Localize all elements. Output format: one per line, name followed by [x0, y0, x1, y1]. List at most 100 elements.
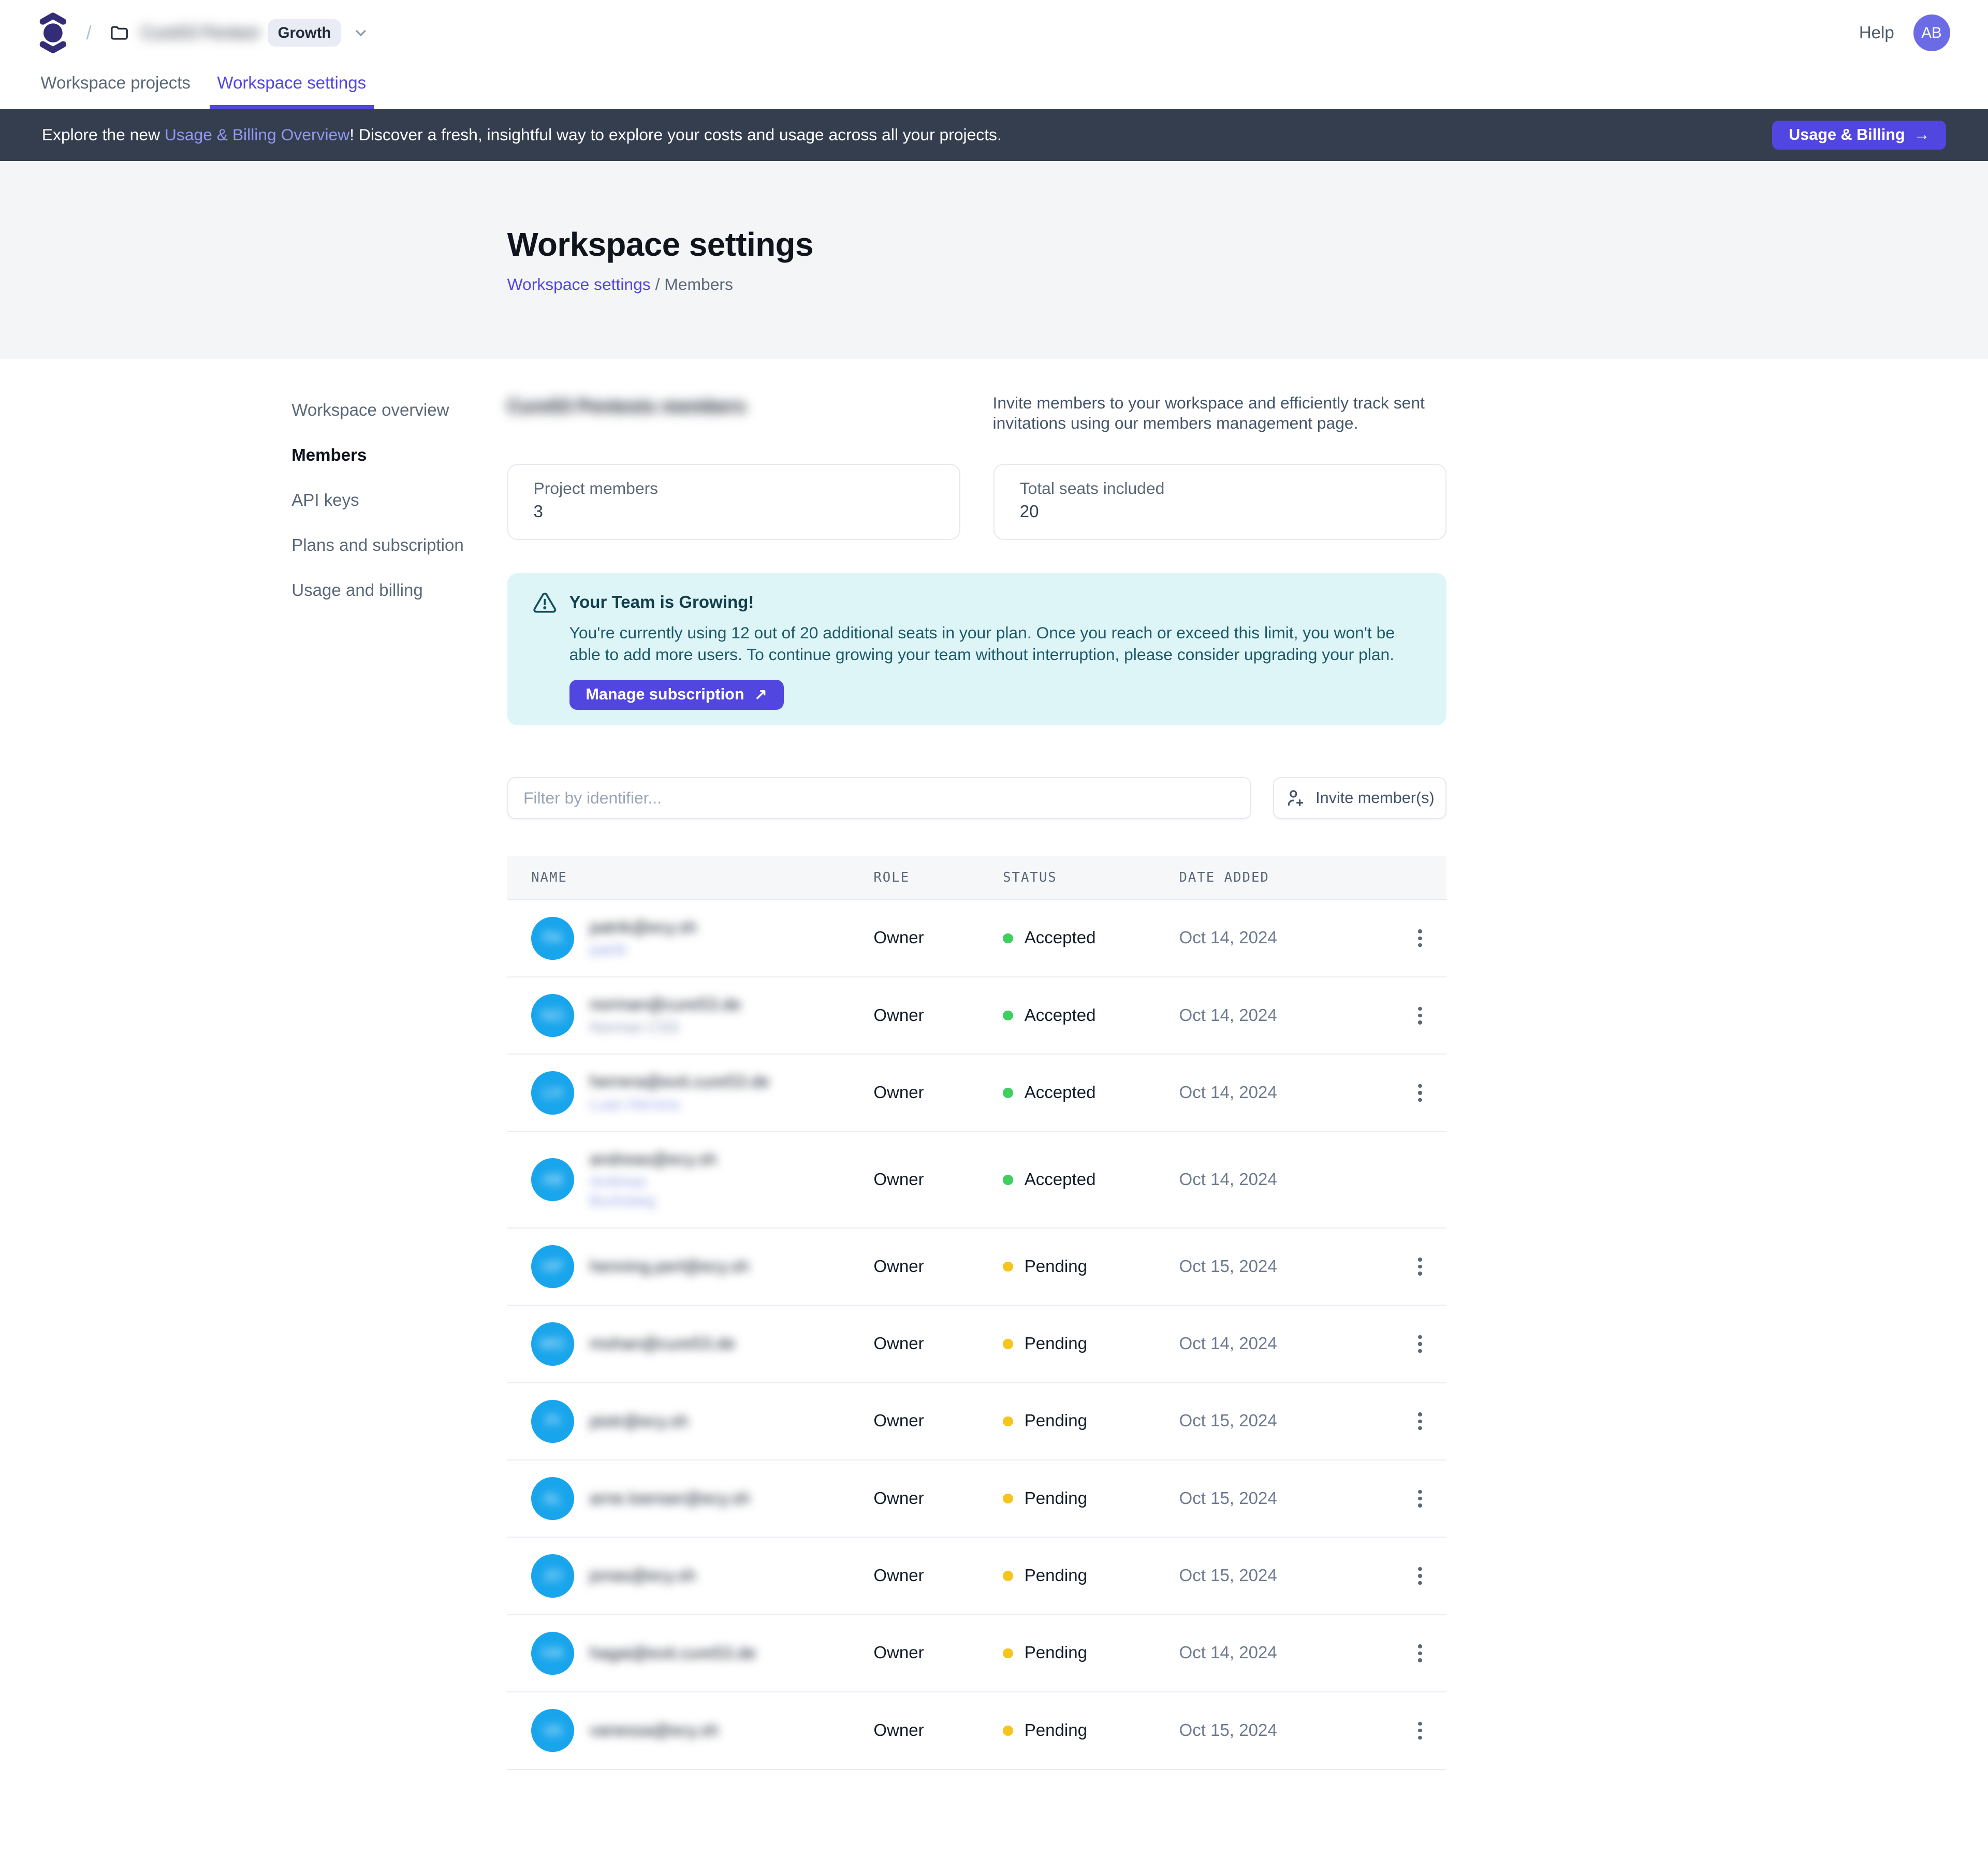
sidebar-item-members[interactable]: Members	[291, 445, 367, 465]
member-status: Pending	[1003, 1566, 1179, 1586]
member-avatar: VA	[531, 1709, 575, 1752]
usage-billing-overview-link[interactable]: Usage & Billing Overview	[164, 125, 350, 144]
tab-workspace-projects[interactable]: Workspace projects	[40, 74, 191, 93]
row-menu-button[interactable]	[1404, 1714, 1437, 1747]
member-name-cell: LH herrera@exit.cure53.de Luan Herrera	[507, 1071, 874, 1115]
col-header-role: ROLE	[873, 869, 910, 885]
avatar-initials: MO	[540, 1335, 565, 1352]
breadcrumb-current: Members	[664, 274, 733, 294]
member-avatar: AB	[531, 1158, 575, 1202]
row-menu-cell	[1404, 999, 1446, 1032]
member-avatar: AL	[531, 1477, 575, 1521]
table-row: NO norman@cure53.de Norman CSS Owner Acc…	[507, 977, 1447, 1055]
member-email: patrik@ecy.sh	[589, 917, 697, 937]
table-row: AB andreas@ecy.sh Andreas Buckstieg Owner…	[507, 1132, 1447, 1229]
member-role: Owner	[873, 928, 924, 948]
status-dot-icon	[1003, 1261, 1013, 1272]
status-label: Pending	[1024, 1411, 1087, 1431]
plan-badge: Growth	[268, 19, 342, 47]
workspace-name[interactable]: Cure53 Pentests	[141, 23, 258, 42]
row-menu-button[interactable]	[1404, 1559, 1437, 1593]
content: Workspace overview Members API keys Plans a…	[0, 359, 1988, 1870]
member-name-cell: AL arne.loenser@ecy.sh	[507, 1477, 874, 1521]
status-label: Accepted	[1024, 1170, 1096, 1189]
table-row: HP henning.perl@ecy.sh Owner Pending Oct…	[507, 1229, 1447, 1306]
settings-sidebar: Workspace overview Members API keys Plans a…	[291, 393, 481, 619]
member-status: Pending	[1003, 1411, 1179, 1431]
manage-subscription-button[interactable]: Manage subscription ↗	[569, 679, 784, 710]
chevron-down-icon[interactable]	[353, 25, 369, 41]
alert-body: You're currently using 12 out of 20 addi…	[569, 623, 1395, 664]
table-row: VA vanessa@ecy.sh Owner Pending Oct 15, …	[507, 1692, 1447, 1770]
row-menu-button[interactable]	[1404, 922, 1437, 955]
status-label: Accepted	[1024, 1005, 1096, 1025]
member-email: andreas@ecy.sh	[589, 1149, 717, 1169]
row-menu-cell	[1404, 1482, 1446, 1515]
member-status: Pending	[1003, 1489, 1179, 1509]
alert-title: Your Team is Growing!	[569, 593, 754, 612]
row-menu-button[interactable]	[1404, 999, 1437, 1032]
row-menu-button[interactable]	[1404, 1250, 1437, 1283]
invite-members-button[interactable]: Invite member(s)	[1273, 777, 1447, 819]
status-dot-icon	[1003, 1416, 1013, 1427]
help-link[interactable]: Help	[1859, 23, 1894, 42]
person-plus-icon	[1288, 790, 1304, 807]
col-header-name: NAME	[531, 869, 567, 885]
avatar-initials: AL	[543, 1489, 562, 1507]
table-row: HA hagai@exit.cure53.de Owner Pending Oc…	[507, 1615, 1447, 1693]
member-name-cell: JO jonas@ecy.sh	[507, 1554, 874, 1598]
member-identity: andreas@ecy.sh Andreas Buckstieg	[590, 1149, 717, 1211]
member-role: Owner	[873, 1488, 924, 1508]
avatar-initials: PA	[543, 929, 563, 947]
tab-workspace-settings[interactable]: Workspace settings	[209, 66, 375, 109]
member-avatar: LH	[531, 1071, 575, 1115]
breadcrumb-link-workspace-settings[interactable]: Workspace settings	[507, 274, 651, 294]
member-email: piotr@ecy.sh	[589, 1411, 689, 1431]
sidebar-item-workspace-overview[interactable]: Workspace overview	[291, 400, 449, 420]
avatar-initials: AB	[543, 1171, 563, 1188]
row-menu-button[interactable]	[1404, 1405, 1437, 1438]
member-identity: herrera@exit.cure53.de Luan Herrera	[590, 1071, 770, 1114]
topbar-right: Help AB	[1859, 14, 1950, 52]
member-status: Pending	[1003, 1643, 1179, 1663]
status-dot-icon	[1003, 1175, 1013, 1185]
row-menu-button[interactable]	[1404, 1482, 1437, 1515]
member-identity: piotr@ecy.sh	[590, 1411, 689, 1433]
app-logo-icon[interactable]	[38, 11, 68, 54]
member-date-added: Oct 15, 2024	[1179, 1566, 1277, 1586]
sidebar-item-api-keys[interactable]: API keys	[291, 490, 359, 510]
member-name-cell: AB andreas@ecy.sh Andreas Buckstieg	[507, 1149, 874, 1211]
member-status: Accepted	[1003, 928, 1179, 948]
sidebar-item-usage-and-billing[interactable]: Usage and billing	[291, 580, 423, 600]
member-date-added: Oct 14, 2024	[1179, 1005, 1277, 1025]
row-menu-button[interactable]	[1404, 1327, 1437, 1361]
member-date-added: Oct 14, 2024	[1179, 1334, 1277, 1353]
usage-billing-button[interactable]: Usage & Billing →	[1772, 120, 1947, 150]
member-identity: hagai@exit.cure53.de	[590, 1643, 756, 1664]
arrow-right-icon: →	[1913, 126, 1930, 144]
member-name-cell: NO norman@cure53.de Norman CSS	[507, 994, 874, 1038]
top-bar: / Cure53 Pentests Growth Help AB	[0, 0, 1988, 66]
row-menu-button[interactable]	[1404, 1076, 1437, 1109]
user-avatar[interactable]: AB	[1913, 14, 1950, 52]
status-dot-icon	[1003, 933, 1013, 944]
row-menu-cell	[1404, 922, 1446, 955]
team-growing-alert: Your Team is Growing! You're currently u…	[507, 573, 1447, 725]
row-menu-button[interactable]	[1404, 1637, 1437, 1670]
member-avatar: MO	[531, 1322, 575, 1366]
member-email: vanessa@ecy.sh	[589, 1721, 719, 1740]
page-header: Workspace settings Workspace settings / …	[0, 161, 1988, 359]
sidebar-item-plans-and-subscription[interactable]: Plans and subscription	[291, 535, 464, 555]
member-avatar: NO	[531, 994, 575, 1038]
member-date-added: Oct 14, 2024	[1179, 1170, 1277, 1189]
stat-label: Total seats included	[1019, 479, 1165, 498]
stat-label: Project members	[533, 479, 659, 498]
table-row: PA patrik@ecy.sh patrik Owner Accepted O…	[507, 900, 1447, 978]
member-role: Owner	[873, 1170, 924, 1189]
member-email: herrera@exit.cure53.de	[589, 1072, 770, 1092]
members-toolbar: Invite member(s)	[507, 777, 1447, 819]
member-avatar: HP	[531, 1245, 575, 1289]
member-date-added: Oct 15, 2024	[1179, 1411, 1277, 1431]
filter-input[interactable]	[507, 777, 1252, 819]
members-table: NAME ROLE STATUS DATE ADDED PA patrik@ec…	[507, 855, 1447, 1770]
